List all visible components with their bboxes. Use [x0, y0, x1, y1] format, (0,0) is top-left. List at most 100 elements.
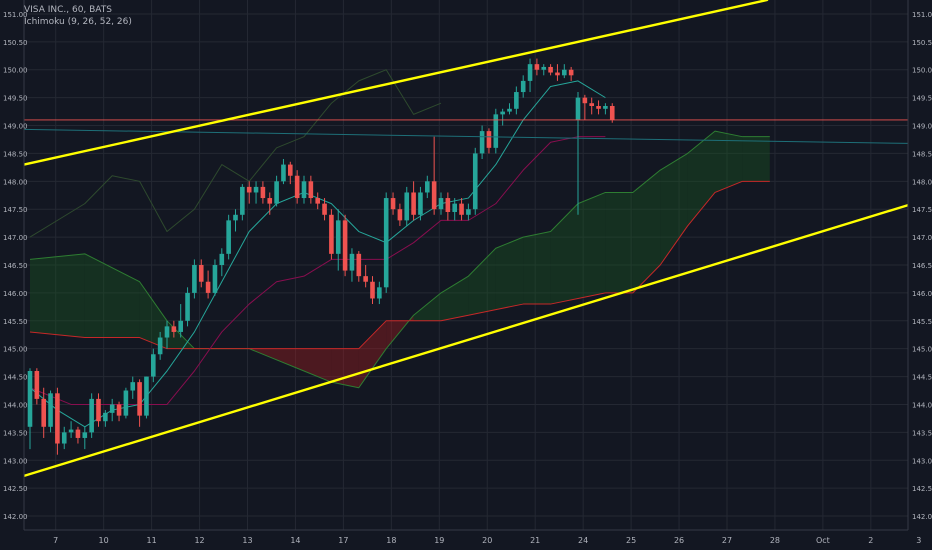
candle [178, 304, 183, 338]
candle [404, 186, 410, 226]
candle-body [349, 253, 355, 271]
candle-body [240, 186, 245, 215]
candle [116, 401, 122, 422]
candle [253, 181, 259, 204]
candle-body [205, 281, 211, 293]
candle [493, 108, 499, 154]
candle-body [527, 64, 533, 81]
x-tick-label: 7 [53, 536, 58, 545]
candle [349, 248, 355, 282]
x-tick-label: 12 [194, 536, 204, 545]
candle-body [534, 64, 540, 70]
candle-body [68, 429, 74, 433]
candle [322, 198, 327, 221]
candle [582, 94, 588, 120]
y-tick-label-right: 148.00 [912, 178, 932, 186]
candle [425, 175, 430, 199]
x-tick-label: 27 [722, 536, 732, 545]
candle [445, 192, 451, 221]
candle-body [301, 181, 307, 199]
candle-body [212, 265, 218, 293]
candle [89, 393, 94, 438]
candle-body [164, 326, 170, 338]
candle-body [486, 131, 492, 148]
candle-body [253, 186, 259, 193]
candle [411, 181, 416, 221]
candle [34, 368, 40, 405]
candle [431, 136, 437, 215]
candle [260, 181, 266, 204]
y-tick-label-left: 142.50 [3, 485, 28, 493]
candle-body [103, 412, 108, 422]
candle [548, 64, 553, 76]
candle-body [109, 404, 115, 413]
candle-body [452, 203, 457, 212]
candle [507, 103, 512, 115]
candle-body [438, 198, 444, 210]
candle-body [281, 164, 286, 182]
candle [520, 75, 526, 98]
candle [315, 192, 320, 210]
y-tick-label-right: 142.00 [912, 513, 932, 521]
candle-body [418, 192, 423, 215]
span-b-line [29, 180, 770, 350]
candle-body [541, 66, 547, 70]
time-axis-area [24, 530, 908, 550]
candle [281, 159, 286, 185]
candle [377, 281, 382, 305]
y-tick-label-right: 150.50 [912, 39, 932, 47]
candle-body [185, 292, 190, 321]
candles [27, 58, 615, 455]
candle-body [514, 92, 519, 109]
y-tick-label-right: 146.00 [912, 290, 932, 298]
candle-body [466, 209, 471, 215]
candle-body [178, 320, 183, 332]
y-tick-label-left: 144.50 [3, 374, 28, 382]
candle-body [274, 181, 279, 204]
y-tick-label-left: 145.00 [3, 346, 28, 354]
x-tick-label: 20 [482, 536, 492, 545]
y-tick-label-left: 143.50 [3, 429, 28, 437]
candle [294, 170, 300, 204]
indicator-line: Ichimoku (9, 26, 52, 26) [24, 17, 132, 27]
candle [562, 64, 567, 79]
candle-body [157, 337, 163, 355]
candle [575, 92, 581, 215]
x-tick-label: 14 [290, 536, 300, 545]
candle [123, 387, 129, 419]
y-tick-label-right: 149.00 [912, 123, 932, 131]
candle-body [192, 265, 197, 293]
candle-body [34, 371, 40, 399]
candle [96, 393, 101, 427]
candle-body [589, 103, 594, 106]
candle [233, 209, 238, 232]
y-tick-label-left: 150.00 [3, 67, 28, 75]
y-tick-label-left: 150.50 [3, 39, 28, 47]
symbol-line: VISA INC., 60, BATS [24, 5, 112, 15]
candle [130, 376, 136, 399]
candle-body [198, 265, 204, 282]
x-tick-label: 13 [242, 536, 252, 545]
cloud-segment [331, 348, 359, 388]
candle [226, 214, 231, 260]
candle-body [555, 72, 560, 76]
candle [109, 398, 115, 422]
y-tick-label-left: 148.50 [3, 150, 28, 158]
y-tick-label-left: 144.00 [3, 401, 28, 409]
y-tick-label-right: 146.50 [912, 262, 932, 270]
candle [514, 86, 519, 115]
candle [301, 175, 307, 204]
y-tick-label-left: 149.00 [3, 123, 28, 131]
y-tick-label-left: 151.00 [3, 11, 28, 19]
candle [41, 387, 46, 438]
candle-body [562, 69, 567, 76]
candle [527, 58, 533, 93]
y-tick-label-right: 150.00 [912, 67, 932, 75]
candle [185, 287, 190, 327]
candle-body [144, 376, 149, 416]
y-tick-label-right: 151.00 [912, 11, 932, 19]
candle-body [568, 69, 574, 76]
upper-trendline [22, 0, 769, 166]
